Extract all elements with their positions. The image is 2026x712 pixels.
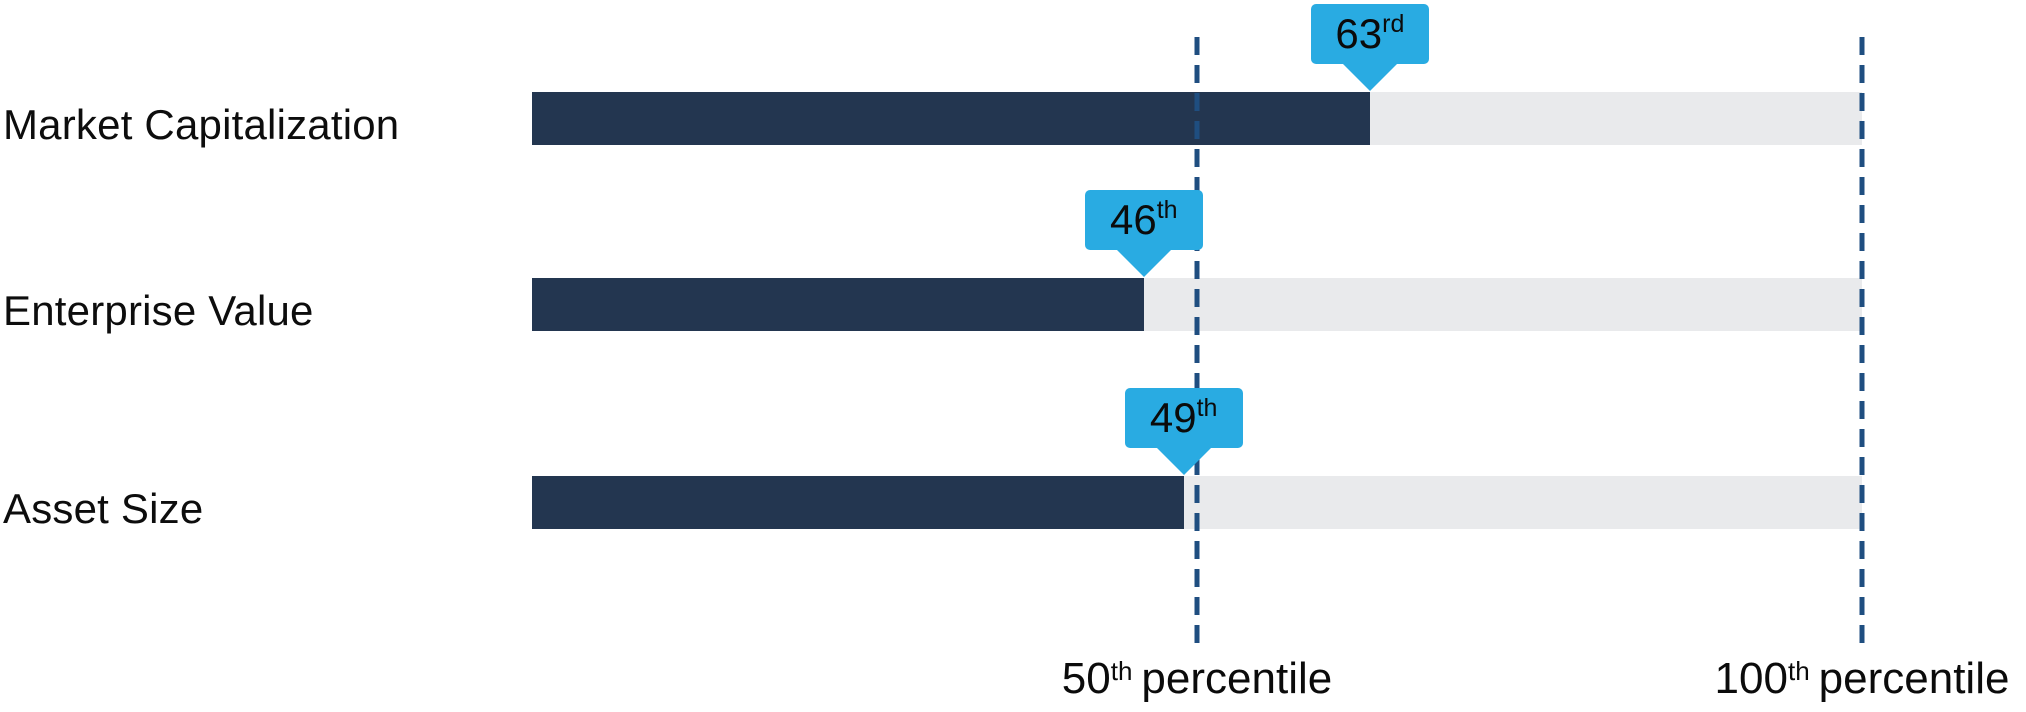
axis-label-100th-percentile: 100th percentile [1714,654,2010,703]
tick-ordinal-suffix: th [1787,656,1810,686]
row-label: Market Capitalization [3,100,400,148]
bar-fill [532,92,1370,145]
row-label: Asset Size [3,484,204,532]
callout-ordinal-suffix: rd [1382,9,1405,38]
row-label: Enterprise Value [3,286,314,334]
gridline-100th-percentile [1859,37,1865,652]
tick-number: 100 [1714,654,1788,703]
bar-fill [532,476,1184,529]
callout-value: 46 [1110,196,1157,243]
tick-word: percentile [1818,654,2010,703]
callout-value: 63 [1335,10,1383,57]
callout-ordinal-suffix: th [1196,393,1218,422]
tick-ordinal-suffix: th [1110,656,1133,686]
tick-number: 50 [1061,654,1111,703]
axis-label-50th-percentile: 50th percentile [1061,654,1333,703]
bar-fill [532,278,1144,331]
callout-value: 49 [1149,394,1197,441]
tick-word: percentile [1141,654,1333,703]
gridline-50th-percentile [1194,37,1200,652]
callout-ordinal-suffix: th [1156,195,1178,224]
